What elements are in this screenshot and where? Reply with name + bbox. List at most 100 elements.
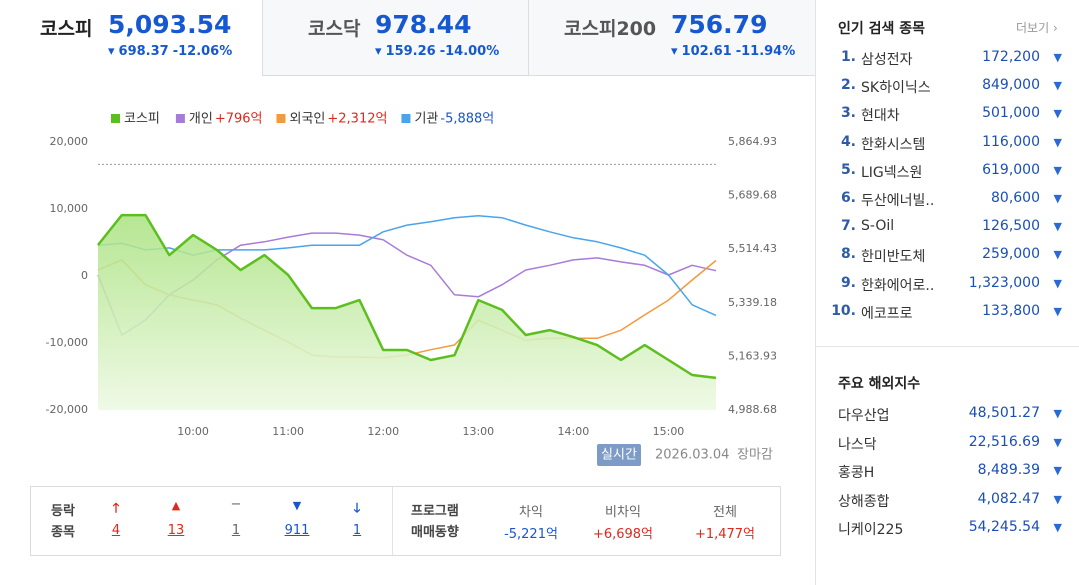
count[interactable]: 4 [111,523,121,538]
index-row[interactable]: 나스닥 22,516.69 ▼ [816,430,1079,458]
rate: -12.06% [172,44,233,59]
tab[interactable]: 코스닥 978.44 ▾ 159.26 -14.00% [263,0,529,76]
index-value: 54,245.54 [968,519,1040,535]
index-row[interactable]: 니케이225 54,245.54 ▼ [816,515,1079,543]
column-value: +1,477억 [694,527,756,542]
more-link[interactable]: 더보기 › [1016,21,1058,35]
rank: 10. [831,302,856,319]
legend-net: -5,888억 [440,112,494,127]
legend-net: +2,312억 [327,112,387,127]
market-summary: 등락 종목 🡑 ▲ − ▼ 🡓 4 13 1 911 1 프로그램 매매동향 차익 … [30,486,781,556]
down-icon: ▼ [1053,304,1062,318]
stock-row[interactable]: 2. SK하이닉스 849,000 ▼ [816,73,1079,101]
y-tick-label: 10,000 [50,202,89,215]
stock-row[interactable]: 9. 한화에어로.. 1,323,000 ▼ [816,271,1079,299]
rank: 3. [840,105,856,122]
down-icon: ▼ [1053,192,1062,205]
tab-change: ▾ 159.26 -14.00% [375,44,500,59]
down-icon: ▼ [1053,51,1062,64]
tab[interactable]: 코스피200 756.79 ▾ 102.61 -11.94% [529,0,815,76]
breadth-title: 등락 종목 [51,501,75,543]
y2-tick-label: 5,864.93 [728,135,777,148]
count[interactable]: 1 [352,523,362,538]
column-value: +6,698억 [592,527,654,542]
down-icon: ▼ [1053,107,1062,121]
y-tick-label: 0 [81,269,88,282]
index-row[interactable]: 홍콩H 8,489.39 ▼ [816,458,1079,486]
index-row[interactable]: 다우산업 48,501.27 ▼ [816,401,1079,429]
legend-label: 코스피 [124,112,160,127]
rank: 7. [840,218,856,235]
price: 619,000 [982,161,1040,178]
chart: 실시간 2026.03.04 장마감 20,000 10,000 0 -10,000 -… [46,112,777,466]
down-icon: ▼ [1053,79,1062,93]
stock-name: 삼성전자 [861,52,913,68]
rank: 2. [840,77,856,94]
index-name: 상해종합 [838,493,890,510]
stock-name: 현대차 [861,108,900,125]
stock-row[interactable]: 8. 한미반도체 259,000 ▼ [816,242,1079,270]
stock-name: LIG넥스원 [861,164,923,181]
x-tick-label: 12:00 [367,425,399,438]
index-value: 22,516.69 [968,433,1040,450]
down-icon: ▼ [1053,276,1062,290]
price: 259,000 [982,246,1040,263]
more[interactable]: 더보기 [1016,21,1050,35]
index-name: 니케이225 [838,522,904,538]
tab[interactable]: 코스피 5,093.54 ▾ 698.37 -12.06% [0,0,263,76]
stock-row[interactable]: 7. S-Oil 126,500 ▼ [816,214,1079,242]
x-tick-label: 11:00 [272,425,304,438]
x-tick-label: 14:00 [558,425,590,438]
stock-row[interactable]: 4. 한화시스템 116,000 ▼ [816,130,1079,158]
index-name: 홍콩H [838,465,875,481]
label: 등락 [51,504,75,519]
column-value: -5,221억 [504,527,558,542]
change: 102.61 [681,44,732,59]
index-name: 나스닥 [838,436,877,453]
sidebar: 인기 검색 종목 더보기 › 1. 삼성전자 172,200 ▼ 2. SK하이닉스 849… [815,0,1079,585]
section-title: 인기 검색 종목 [838,21,926,37]
count[interactable]: 911 [284,523,310,538]
rate: -14.00% [439,44,500,59]
stock-name: SK하이닉스 [861,80,931,97]
y2-tick-label: 4,988.68 [728,403,777,416]
index-row[interactable]: 상해종합 4,082.47 ▼ [816,487,1079,515]
index-value: 48,501.27 [968,405,1040,421]
change: 159.26 [385,44,436,59]
count[interactable]: 13 [167,523,185,538]
stock-name: S-Oil [861,218,895,235]
y2-tick-label: 5,514.43 [728,242,777,255]
live-badge[interactable]: 실시간 [601,448,637,463]
stock-row[interactable]: 10. 에코프로 133,800 ▼ [816,299,1079,327]
tab-name: 코스피 [40,18,93,40]
area [98,215,716,410]
price: 80,600 [991,190,1040,206]
count[interactable]: 1 [231,523,241,538]
legend-swatch [401,114,411,123]
x-tick-label: 10:00 [177,425,209,438]
down-icon: ▼ [1053,135,1062,149]
stock-row[interactable]: 3. 현대차 501,000 ▼ [816,101,1079,129]
session: 장마감 [737,448,773,463]
stock-row[interactable]: 1. 삼성전자 172,200 ▼ [816,45,1079,73]
index-name: 다우산업 [838,408,890,424]
y2-tick-label: 5,163.93 [728,349,777,362]
legend-swatch [111,114,120,123]
tab-change: ▾ 102.61 -11.94% [671,44,796,59]
stock-name: 한화에어로.. [861,277,935,294]
stock-row[interactable]: 6. 두산에너빌.. 80,600 ▼ [816,186,1079,214]
stock-name: 한미반도체 [861,249,926,266]
index-value: 4,082.47 [977,490,1040,507]
price: 126,500 [982,218,1040,235]
stock-name: 에코프로 [861,305,913,322]
price: 849,000 [982,77,1040,94]
stock-row[interactable]: 5. LIG넥스원 619,000 ▼ [816,158,1079,186]
live-badge-bg [597,444,641,466]
down-icon: ▼ [1053,521,1062,534]
tab-name: 코스닥 [308,18,361,40]
down-icon: ▼ [1053,464,1062,477]
column-name: 차익 [519,505,543,520]
rank: 5. [840,161,856,178]
x-tick-label: 15:00 [653,425,685,438]
